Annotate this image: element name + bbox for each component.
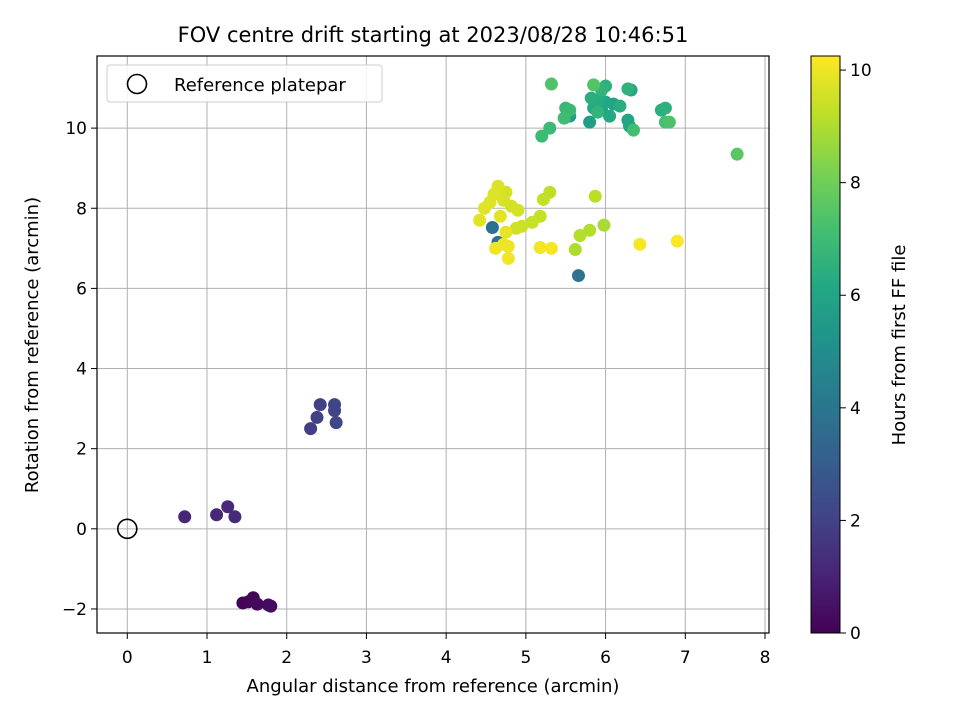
data-point [535, 129, 549, 143]
data-point [485, 220, 499, 234]
x-tick-label: 8 [760, 648, 771, 668]
data-point [473, 213, 487, 227]
colorbar-tick-label: 8 [850, 174, 861, 194]
colorbar-label: Hours from first FF file [889, 245, 910, 446]
x-tick-label: 2 [281, 648, 292, 668]
data-point [587, 78, 601, 92]
colorbar-tick-label: 4 [850, 399, 861, 419]
data-point [501, 251, 515, 265]
y-tick-label: 2 [76, 440, 87, 460]
data-point [328, 404, 342, 418]
y-tick-label: 6 [76, 279, 87, 299]
data-point [544, 241, 558, 255]
data-point [221, 500, 235, 514]
legend-box [106, 64, 383, 103]
data-point [544, 77, 558, 91]
data-point [304, 422, 318, 436]
data-point [621, 82, 635, 96]
x-tick-label: 3 [361, 648, 372, 668]
legend-marker [126, 73, 148, 95]
data-point [313, 398, 327, 412]
x-tick-label: 0 [122, 648, 133, 668]
data-point [573, 229, 587, 243]
legend: Reference platepar [106, 64, 383, 103]
y-tick-label: 4 [76, 360, 87, 380]
x-axis-label: Angular distance from reference (arcmin) [247, 676, 620, 697]
data-point [210, 508, 224, 522]
colorbar-tick-label: 10 [850, 61, 872, 81]
y-axis-label: Rotation from reference (arcmin) [22, 197, 43, 493]
data-point [658, 101, 672, 115]
data-point [568, 243, 582, 257]
data-point [613, 99, 627, 113]
grid [97, 56, 769, 633]
data-point [591, 105, 605, 119]
data-point [588, 189, 602, 203]
data-point [571, 269, 585, 283]
y-tick-label: 10 [65, 119, 87, 139]
chart-title: FOV centre drift starting at 2023/08/28 … [178, 23, 689, 47]
data-point [633, 237, 647, 251]
data-point [489, 241, 503, 255]
data-point [603, 109, 617, 123]
y-axis-ticks: −2 0 2 4 6 8 10 [62, 119, 97, 620]
data-points [178, 77, 744, 613]
colorbar [810, 55, 841, 634]
legend-label: Reference platepar [174, 75, 346, 96]
data-point [536, 192, 550, 206]
data-point [533, 241, 547, 255]
data-point [670, 234, 684, 248]
data-point [543, 121, 557, 135]
x-axis-ticks: 0 1 2 3 4 5 6 7 8 [122, 633, 771, 668]
data-point [497, 193, 511, 207]
data-point [511, 203, 525, 217]
data-point [501, 239, 515, 253]
data-point [178, 510, 192, 524]
colorbar-tick-label: 6 [850, 286, 861, 306]
x-tick-label: 7 [680, 648, 691, 668]
data-point [626, 123, 640, 137]
y-tick-label: 8 [76, 199, 87, 219]
data-point [264, 599, 278, 613]
plot-frame [96, 55, 770, 634]
x-tick-label: 5 [520, 648, 531, 668]
colorbar-tick-label: 0 [850, 624, 861, 644]
data-point [493, 209, 507, 223]
y-tick-label: −2 [62, 600, 87, 620]
data-point [662, 115, 676, 129]
data-point [525, 215, 539, 229]
x-tick-label: 4 [441, 648, 452, 668]
data-point [557, 111, 571, 125]
y-tick-label: 0 [76, 520, 87, 540]
x-tick-label: 6 [600, 648, 611, 668]
reference-platepar-marker [116, 518, 138, 540]
x-tick-label: 1 [202, 648, 213, 668]
data-point [584, 91, 598, 105]
data-point [597, 218, 611, 232]
data-point [509, 221, 523, 235]
data-point [499, 225, 513, 239]
data-point [250, 597, 264, 611]
colorbar-tick-label: 2 [850, 511, 861, 531]
colorbar-ticks: 0 2 4 6 8 10 [840, 61, 872, 644]
data-point [310, 410, 324, 424]
data-point [583, 115, 597, 129]
data-point [228, 510, 242, 524]
data-point [730, 147, 744, 161]
data-point [477, 201, 491, 215]
data-point [329, 416, 343, 430]
data-point [583, 223, 597, 237]
